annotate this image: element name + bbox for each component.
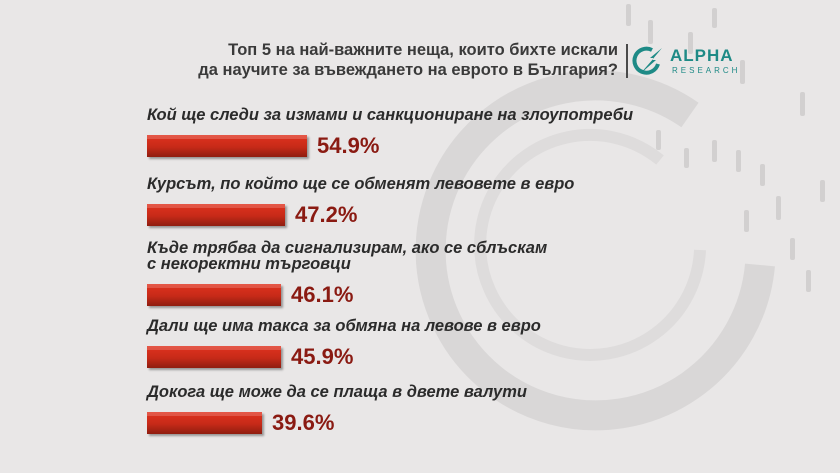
category-label: Къде трябва да сигнализирам, ако се сблъ… — [147, 239, 707, 273]
bar-row: Дали ще има такса за обмяна на левове в … — [147, 318, 707, 378]
alpha-research-logo-icon — [632, 46, 662, 75]
bar — [147, 135, 307, 157]
background-figures — [626, 4, 825, 292]
logo-name: ALPHA — [670, 46, 734, 65]
data-label: 45.9% — [291, 344, 354, 369]
bar-row: Къде трябва да сигнализирам, ако се сблъ… — [147, 239, 707, 307]
background-ring — [415, 70, 775, 431]
category-label: Кой ще следи за измами и санкциониране н… — [147, 106, 707, 124]
data-label: 47.2% — [295, 202, 358, 227]
data-label: 46.1% — [291, 282, 354, 307]
bar — [147, 346, 281, 368]
category-label-line: Дали ще има такса за обмяна на левове в … — [147, 317, 541, 335]
bar-row: Кой ще следи за измами и санкциониране н… — [147, 107, 707, 167]
alpha-research-logo: ALPHA RESEARCH — [632, 44, 752, 80]
bar-row: Курсът, по който ще се обменят левовете … — [147, 176, 707, 236]
chart-title: Топ 5 на най-важните неща, които бихте и… — [118, 40, 618, 80]
data-label: 39.6% — [272, 410, 335, 435]
category-label-line: Курсът, по който ще се обменят левовете … — [147, 175, 575, 193]
category-label: Докога ще може да се плаща в двете валут… — [147, 383, 707, 401]
title-line-2: да научите за въвеждането на еврото в Бъ… — [198, 61, 618, 79]
category-label-line: Кой ще следи за измами и санкциониране н… — [147, 106, 634, 124]
data-label: 54.9% — [317, 133, 380, 158]
bar — [147, 412, 262, 434]
background-ring-inner — [474, 128, 706, 361]
title-divider — [626, 44, 628, 78]
bar — [147, 284, 281, 306]
category-label: Дали ще има такса за обмяна на левове в … — [147, 317, 707, 335]
bar — [147, 204, 285, 226]
category-label-line: с некоректни търговци — [147, 255, 351, 273]
title-line-1: Топ 5 на най-важните неща, които бихте и… — [228, 41, 618, 59]
category-label-line: Къде трябва да сигнализирам, ако се сблъ… — [147, 239, 548, 257]
category-label: Курсът, по който ще се обменят левовете … — [147, 175, 707, 193]
logo-sub: RESEARCH — [672, 66, 741, 75]
category-label-line: Докога ще може да се плаща в двете валут… — [147, 383, 527, 401]
bar-row: Докога ще може да се плаща в двете валут… — [147, 384, 707, 444]
